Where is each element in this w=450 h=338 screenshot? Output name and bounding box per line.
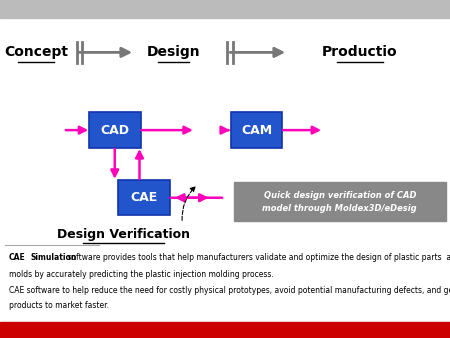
FancyBboxPatch shape — [234, 182, 446, 220]
FancyArrowPatch shape — [182, 187, 195, 220]
FancyBboxPatch shape — [230, 112, 283, 148]
FancyBboxPatch shape — [118, 180, 170, 216]
Text: Design Verification: Design Verification — [57, 228, 190, 241]
Text: products to market faster.: products to market faster. — [9, 301, 109, 310]
Text: Design: Design — [146, 45, 200, 59]
FancyBboxPatch shape — [89, 112, 140, 148]
Text: software provides tools that help manufacturers validate and optimize the design: software provides tools that help manufa… — [65, 254, 450, 263]
Text: CAE: CAE — [9, 254, 26, 263]
Text: CAE software to help reduce the need for costly physical prototypes, avoid poten: CAE software to help reduce the need for… — [9, 286, 450, 295]
Text: molds by accurately predicting the plastic injection molding process.: molds by accurately predicting the plast… — [9, 270, 274, 279]
Text: CAM: CAM — [241, 124, 272, 137]
Text: Quick design verification of CAD: Quick design verification of CAD — [264, 191, 416, 199]
Text: Productio: Productio — [322, 45, 398, 59]
Text: CAE: CAE — [130, 191, 158, 204]
Bar — [0, 322, 450, 338]
Text: CAD: CAD — [100, 124, 129, 137]
Text: model through Moldex3D/eDesig: model through Moldex3D/eDesig — [262, 204, 417, 213]
Bar — [0, 0, 450, 18]
Text: Concept: Concept — [4, 45, 68, 59]
Text: Simulation: Simulation — [31, 254, 77, 263]
